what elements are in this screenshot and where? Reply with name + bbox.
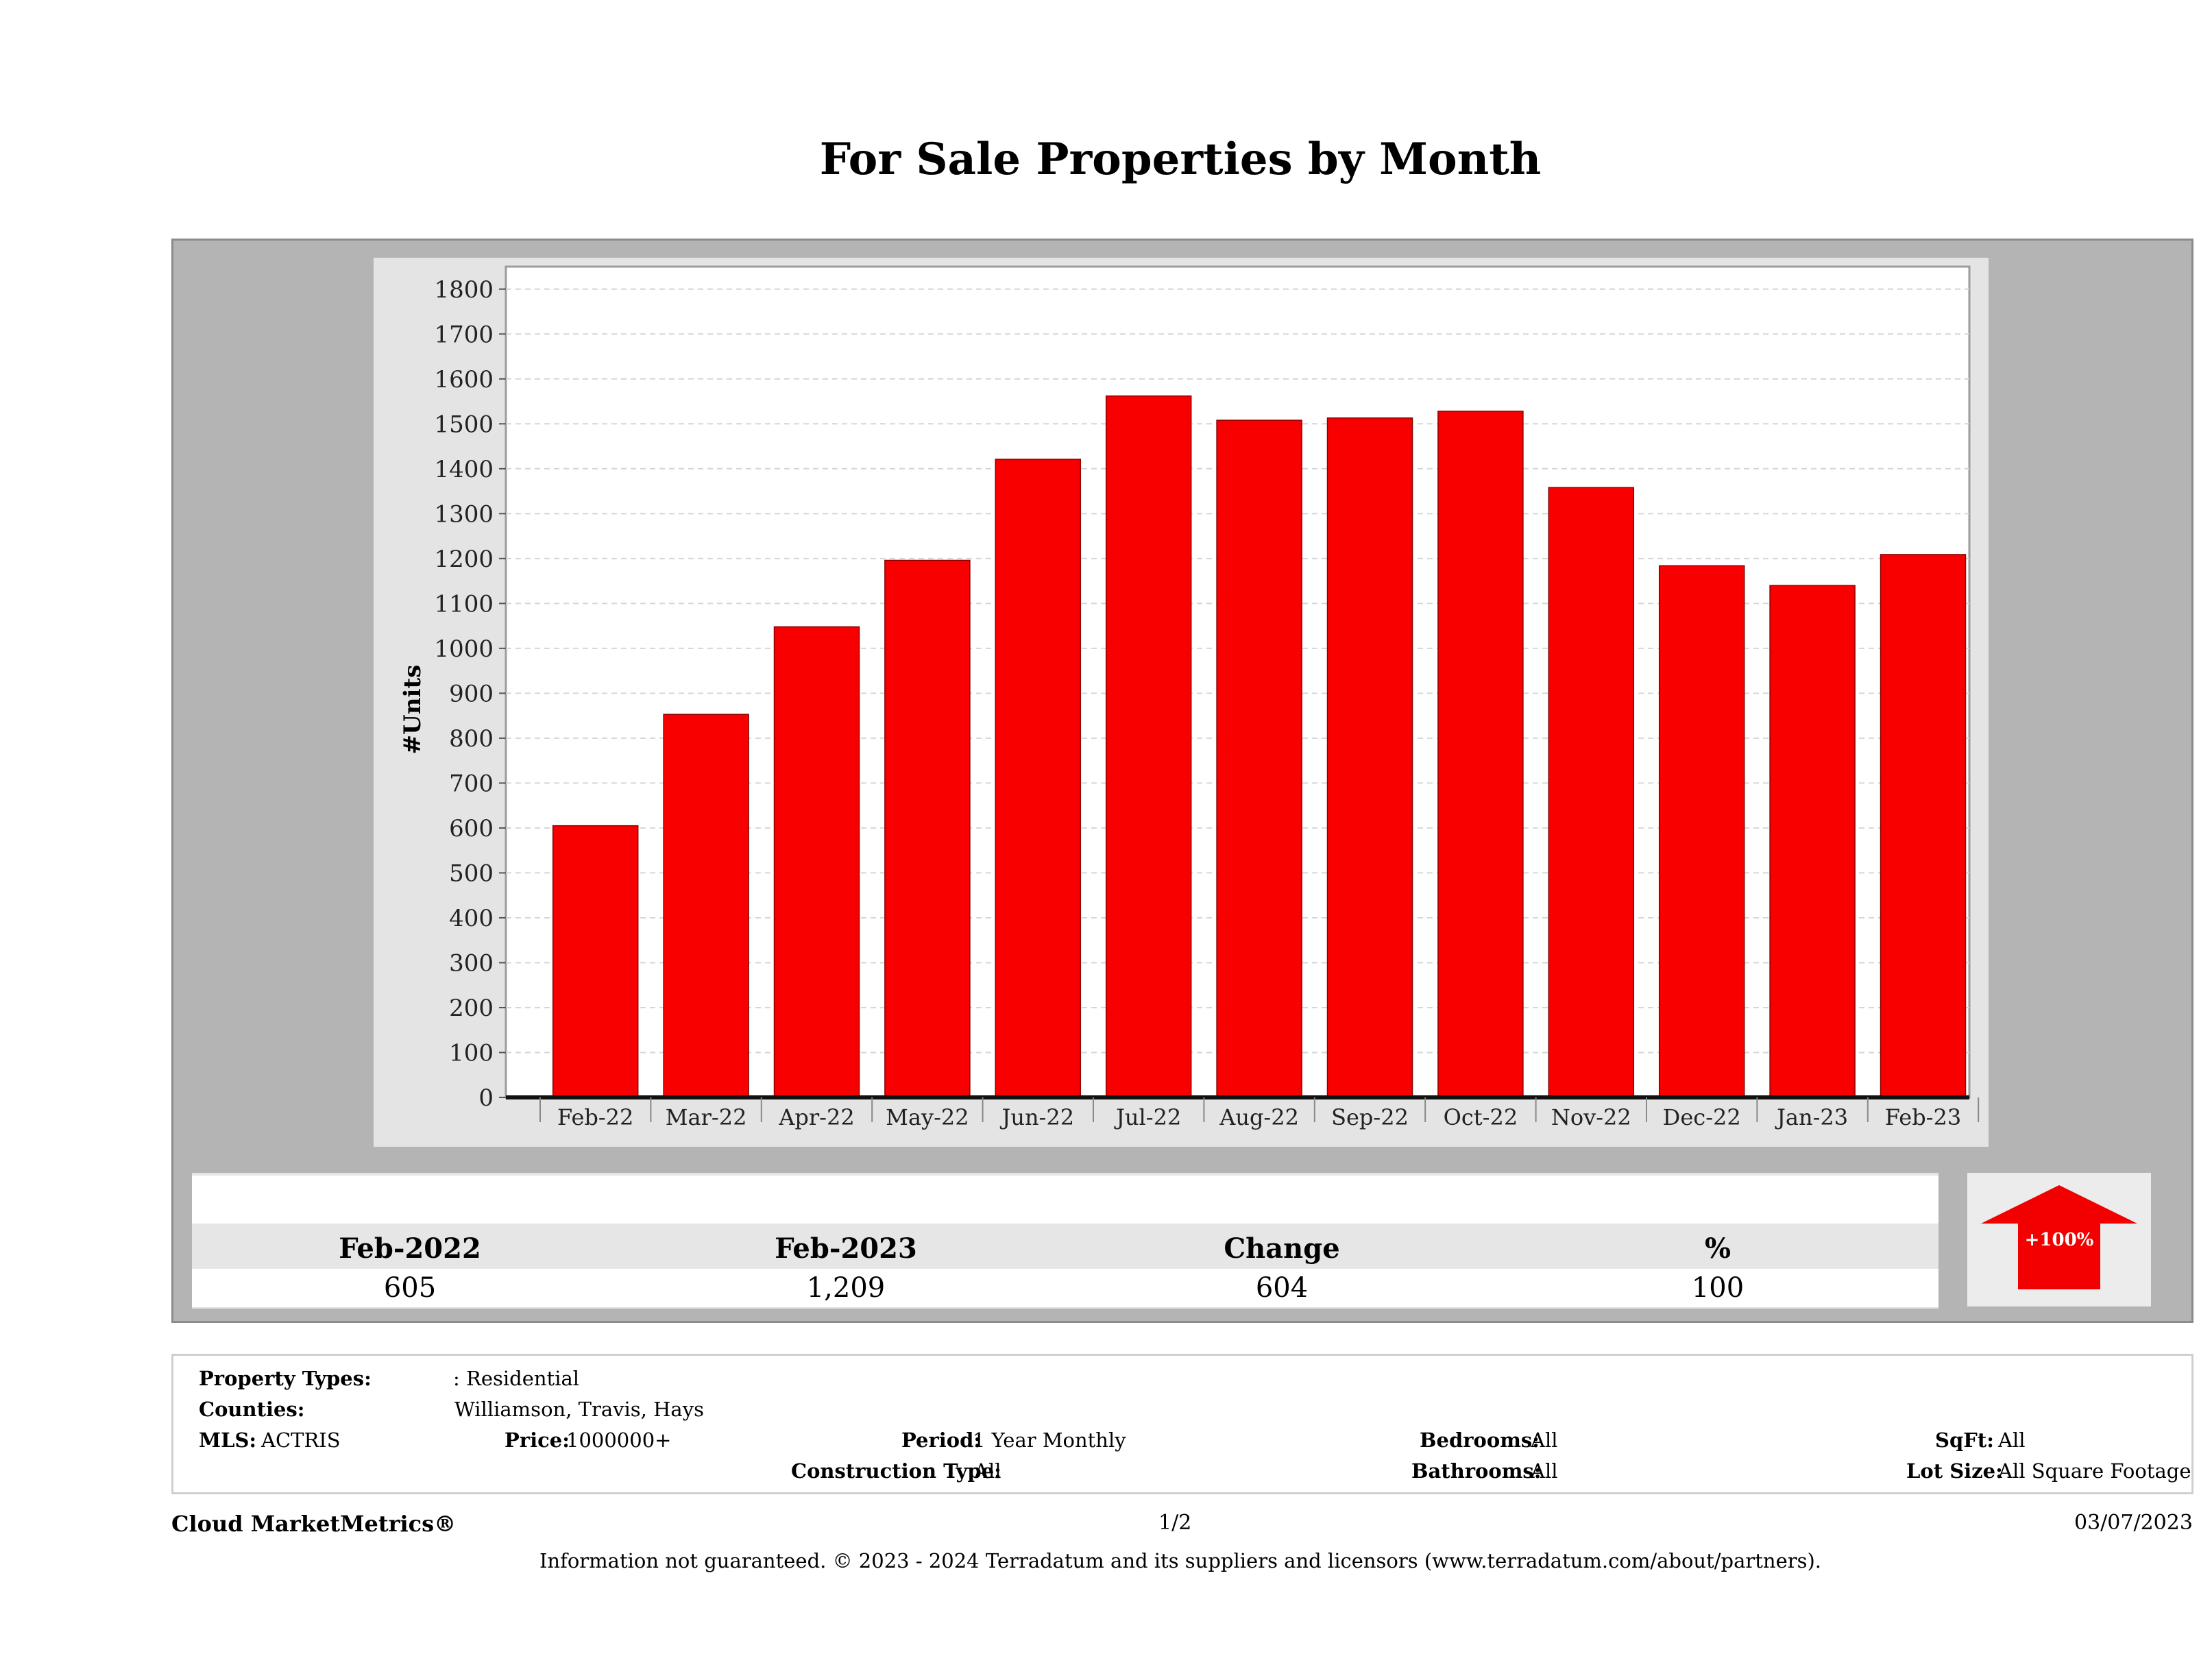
mls-label: MLS: [199, 1428, 257, 1452]
y-axis-label: #Units [399, 665, 426, 755]
y-tick-label: 800 [449, 725, 494, 753]
lot-size-value: All Square Footage [1998, 1459, 2191, 1483]
summary-header-end: Feb-2023 [775, 1232, 917, 1265]
x-tick-label: Feb-23 [1885, 1104, 1961, 1130]
bar [1658, 565, 1745, 1098]
bar [1548, 487, 1635, 1098]
summary-table: Feb-2022 Feb-2023 Change % 605 1,209 604… [192, 1173, 1938, 1309]
y-tick-label: 1300 [434, 500, 494, 528]
filter-criteria: Property Types: : Residential Counties: … [171, 1354, 2193, 1494]
construction-type-value: All [974, 1459, 1001, 1483]
bar [773, 626, 860, 1098]
footer-date: 03/07/2023 [2074, 1511, 2193, 1535]
bathrooms-value: All [1531, 1459, 1558, 1483]
summary-blank-row [192, 1176, 1938, 1224]
bedrooms-label: Bedrooms: [1420, 1428, 1540, 1452]
price-label: Price: [505, 1428, 570, 1452]
footer-brand: Cloud MarketMetrics® [171, 1511, 457, 1537]
construction-type-label: Construction Type: [791, 1459, 1001, 1483]
x-tick-label: Mar-22 [666, 1104, 747, 1130]
y-tick-label: 0 [478, 1084, 494, 1112]
change-badge: +100% [1967, 1173, 2151, 1306]
summary-value-start: 605 [383, 1272, 437, 1304]
x-tick-label: May-22 [886, 1104, 969, 1130]
bar [1880, 554, 1967, 1098]
counties-value: Williamson, Travis, Hays [454, 1398, 704, 1421]
up-arrow-icon [1981, 1185, 2137, 1289]
price-value: 1000000+ [566, 1428, 672, 1452]
bar [1769, 585, 1856, 1098]
bar [1326, 417, 1413, 1098]
y-tick-label: 900 [449, 680, 494, 707]
property-types-value: : Residential [453, 1367, 580, 1390]
x-tick-label: Feb-22 [557, 1104, 633, 1130]
y-tick-label: 1100 [434, 590, 494, 618]
y-tick-label: 1400 [434, 456, 494, 483]
summary-header-start: Feb-2022 [339, 1232, 481, 1265]
bar-chart: 0 100 200 300 400 500 600 700 800 900 1000 1100 1200… [399, 265, 1980, 1130]
y-tick-label: 400 [449, 905, 494, 932]
page-title: For Sale Properties by Month [819, 134, 1542, 185]
sqft-label: SqFt: [1935, 1428, 1994, 1452]
y-tick-label: 200 [449, 995, 494, 1022]
bar [1105, 395, 1192, 1098]
y-tick-label: 1000 [434, 635, 494, 663]
bedrooms-value: All [1531, 1428, 1558, 1452]
summary-header-row: Feb-2022 Feb-2023 Change % [192, 1226, 1938, 1272]
summary-header-change: Change [1224, 1232, 1340, 1265]
y-tick-label: 500 [449, 860, 494, 887]
x-tick-label: Dec-22 [1663, 1104, 1741, 1130]
x-tick-label: Apr-22 [778, 1104, 854, 1130]
summary-value-percent: 100 [1691, 1272, 1745, 1304]
period-value: 1 Year Monthly [973, 1428, 1126, 1452]
summary-header-percent: % [1704, 1232, 1731, 1265]
x-tick-label: Aug-22 [1219, 1104, 1299, 1130]
y-tick-label: 1700 [434, 321, 494, 348]
y-tick-label: 700 [449, 770, 494, 797]
x-tick-label: Jul-22 [1114, 1104, 1181, 1130]
y-tick-label: 600 [449, 815, 494, 842]
bar [884, 559, 971, 1098]
footer-page-number: 1/2 [1158, 1511, 1192, 1535]
summary-value-change: 604 [1255, 1272, 1309, 1304]
lot-size-label: Lot Size: [1906, 1459, 2003, 1483]
x-tick-label: Jan-23 [1775, 1104, 1848, 1130]
bar [1437, 411, 1524, 1098]
sqft-value: All [1998, 1428, 2026, 1452]
y-tick-label: 100 [449, 1039, 494, 1067]
x-tick-label: Oct-22 [1444, 1104, 1518, 1130]
y-tick-label: 300 [449, 949, 494, 977]
x-tick-label: Sep-22 [1331, 1104, 1409, 1130]
y-tick-label: 1200 [434, 546, 494, 573]
bar [663, 714, 749, 1098]
x-tick-label: Nov-22 [1551, 1104, 1631, 1130]
x-tick-label: Jun-22 [1000, 1104, 1075, 1130]
change-badge-label: +100% [2025, 1230, 2094, 1250]
y-tick-label: 1500 [434, 411, 494, 438]
bar [995, 459, 1082, 1098]
footer-disclaimer: Information not guaranteed. © 2023 - 202… [539, 1549, 1822, 1572]
counties-label: Counties: [199, 1398, 305, 1421]
summary-value-row: 605 1,209 604 100 [192, 1269, 1938, 1307]
bathrooms-label: Bathrooms: [1411, 1459, 1542, 1483]
period-label: Period: [901, 1428, 982, 1452]
property-types-label: Property Types: [199, 1367, 372, 1390]
y-tick-label: 1600 [434, 366, 494, 393]
y-tick-label: 1800 [434, 276, 494, 304]
bar [552, 825, 639, 1098]
bar [1216, 420, 1302, 1098]
summary-value-end: 1,209 [806, 1272, 886, 1304]
mls-value: ACTRIS [261, 1428, 341, 1452]
